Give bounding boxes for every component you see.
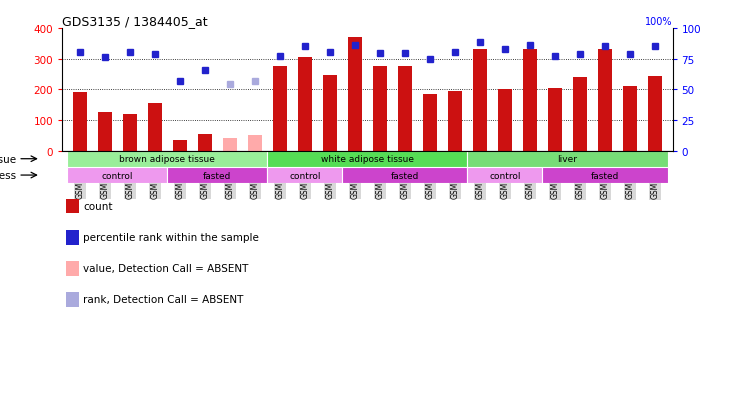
Text: value, Detection Call = ABSENT: value, Detection Call = ABSENT bbox=[83, 263, 249, 273]
Bar bbox=[342, 168, 467, 184]
Bar bbox=[268, 151, 467, 168]
Bar bbox=[73, 93, 86, 151]
Text: 100%: 100% bbox=[645, 17, 673, 27]
Bar bbox=[498, 90, 512, 151]
Bar bbox=[268, 168, 342, 184]
Bar bbox=[623, 87, 637, 151]
Bar bbox=[248, 136, 262, 151]
Bar bbox=[423, 95, 436, 151]
Bar bbox=[273, 67, 287, 151]
Text: count: count bbox=[83, 202, 113, 211]
Bar bbox=[573, 78, 587, 151]
Bar bbox=[548, 88, 562, 151]
Text: white adipose tissue: white adipose tissue bbox=[321, 155, 414, 164]
Text: rank, Detection Call = ABSENT: rank, Detection Call = ABSENT bbox=[83, 294, 243, 304]
Text: control: control bbox=[489, 171, 520, 180]
Bar bbox=[67, 151, 268, 168]
Bar bbox=[223, 139, 237, 151]
Text: brown adipose tissue: brown adipose tissue bbox=[119, 155, 215, 164]
Bar bbox=[398, 67, 412, 151]
Bar bbox=[173, 140, 186, 151]
Text: stress: stress bbox=[0, 171, 16, 180]
Bar bbox=[467, 151, 667, 168]
Text: GDS3135 / 1384405_at: GDS3135 / 1384405_at bbox=[62, 15, 208, 28]
Bar bbox=[473, 50, 487, 151]
Bar bbox=[298, 58, 311, 151]
Text: fasted: fasted bbox=[591, 171, 619, 180]
Text: control: control bbox=[102, 171, 133, 180]
Bar bbox=[67, 168, 167, 184]
Bar bbox=[373, 67, 387, 151]
Bar bbox=[148, 104, 162, 151]
Bar bbox=[467, 168, 542, 184]
Text: fasted: fasted bbox=[203, 171, 232, 180]
Bar bbox=[542, 168, 667, 184]
Text: fasted: fasted bbox=[390, 171, 419, 180]
Bar bbox=[348, 38, 362, 151]
Bar bbox=[523, 50, 537, 151]
Text: control: control bbox=[289, 171, 320, 180]
Bar bbox=[167, 168, 268, 184]
Text: liver: liver bbox=[558, 155, 577, 164]
Bar bbox=[448, 92, 462, 151]
Bar bbox=[98, 112, 112, 151]
Bar bbox=[198, 134, 211, 151]
Text: tissue: tissue bbox=[0, 154, 16, 164]
Bar bbox=[323, 75, 337, 151]
Bar bbox=[598, 50, 612, 151]
Bar bbox=[123, 114, 137, 151]
Text: percentile rank within the sample: percentile rank within the sample bbox=[83, 233, 260, 242]
Bar bbox=[648, 77, 662, 151]
